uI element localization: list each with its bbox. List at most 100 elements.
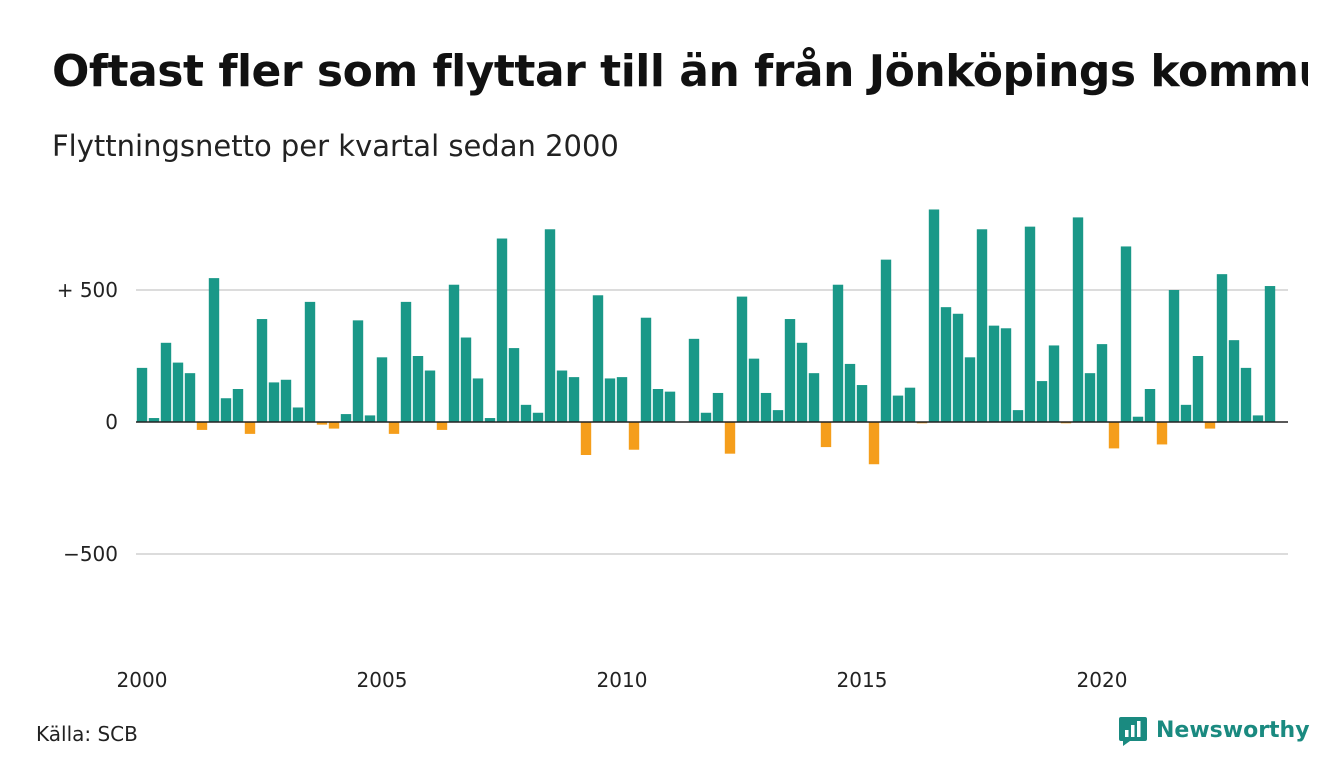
bar-2006-Q3 (448, 284, 460, 422)
bar-2012-Q2 (724, 422, 736, 454)
bar-2017-Q4 (988, 325, 1000, 422)
bar-2010-Q1 (616, 377, 628, 422)
x-tick-label: 2015 (837, 668, 888, 692)
bar-2012-Q1 (712, 392, 724, 422)
bar-2000-Q4 (172, 362, 184, 422)
bar-2015-Q3 (880, 259, 892, 422)
bar-2000-Q2 (148, 418, 160, 422)
bar-2006-Q4 (460, 337, 472, 422)
bar-2022-Q3 (1216, 274, 1228, 422)
y-tick-label: + 500 (57, 278, 118, 302)
bar-2001-Q1 (184, 373, 196, 422)
bar-2004-Q3 (352, 320, 364, 422)
bar-2011-Q1 (664, 391, 676, 422)
x-tick-label: 2000 (117, 668, 168, 692)
bar-chart: + 500 0 −500 2000 2005 2010 2015 2020 (57, 209, 1288, 692)
bar-2005-Q2 (388, 422, 400, 434)
bar-2018-Q4 (1036, 381, 1048, 422)
bar-2002-Q1 (232, 389, 244, 422)
bar-2022-Q1 (1192, 356, 1204, 422)
bar-2008-Q1 (520, 404, 532, 422)
bar-2001-Q3 (208, 278, 220, 422)
bar-2002-Q2 (244, 422, 256, 434)
x-tick-label: 2010 (597, 668, 648, 692)
bar-2016-Q4 (940, 307, 952, 422)
bar-2014-Q3 (832, 284, 844, 422)
y-tick-labels: + 500 0 −500 (57, 278, 118, 566)
bar-2020-Q1 (1096, 344, 1108, 422)
bar-2018-Q3 (1024, 226, 1036, 422)
newsworthy-brand[interactable]: Newsworthy (1118, 714, 1310, 748)
grid-lines (136, 289, 1288, 555)
bar-2020-Q2 (1108, 422, 1120, 449)
bar-2006-Q2 (436, 422, 448, 430)
bar-2000-Q3 (160, 342, 172, 422)
bar-2002-Q4 (268, 382, 280, 422)
bar-2008-Q3 (544, 229, 556, 422)
bar-2023-Q3 (1264, 286, 1276, 422)
bar-2008-Q2 (532, 412, 544, 422)
bar-2010-Q2 (628, 422, 640, 450)
source-note: Källa: SCB (36, 722, 138, 746)
bar-2014-Q2 (820, 422, 832, 448)
chart-subtitle: Flyttningsnetto per kvartal sedan 2000 (52, 129, 619, 163)
bars (136, 209, 1276, 465)
bar-2013-Q3 (784, 319, 796, 422)
bar-2022-Q2 (1204, 422, 1216, 429)
bar-2013-Q1 (760, 392, 772, 422)
bar-2015-Q1 (856, 385, 868, 422)
bar-2017-Q2 (964, 357, 976, 422)
brand-name: Newsworthy (1156, 718, 1310, 743)
bar-2017-Q3 (976, 229, 988, 422)
bar-2020-Q4 (1132, 416, 1144, 422)
bar-2007-Q2 (484, 418, 496, 422)
chart-title: Oftast fler som flyttar till än från Jön… (52, 46, 1308, 97)
bar-2006-Q1 (424, 370, 436, 422)
bar-2005-Q3 (400, 301, 412, 422)
bar-2009-Q4 (604, 378, 616, 422)
bar-2007-Q3 (496, 238, 508, 422)
bar-2012-Q4 (748, 358, 760, 422)
bar-2001-Q2 (196, 422, 208, 430)
bar-2010-Q4 (652, 389, 664, 422)
bar-2004-Q1 (328, 422, 340, 429)
bar-2018-Q2 (1012, 410, 1024, 422)
y-tick-label: −500 (63, 542, 118, 566)
bar-2019-Q4 (1084, 373, 1096, 422)
bar-2003-Q1 (280, 379, 292, 422)
bar-2007-Q4 (508, 348, 520, 422)
bar-2021-Q3 (1168, 290, 1180, 422)
x-tick-label: 2020 (1077, 668, 1128, 692)
y-tick-label: 0 (105, 410, 118, 434)
bar-2011-Q3 (688, 338, 700, 422)
bar-2021-Q2 (1156, 422, 1168, 445)
bar-2003-Q3 (304, 301, 316, 422)
bar-2015-Q2 (868, 422, 880, 465)
bar-2004-Q2 (340, 414, 352, 422)
bar-2009-Q3 (592, 295, 604, 422)
bar-2021-Q1 (1144, 389, 1156, 422)
bar-2010-Q3 (640, 317, 652, 422)
bar-2014-Q1 (808, 373, 820, 422)
bar-2004-Q4 (364, 415, 376, 422)
bar-2012-Q3 (736, 296, 748, 422)
bar-2009-Q2 (580, 422, 592, 455)
newsworthy-logo-icon (1119, 717, 1147, 746)
bar-2000-Q1 (136, 367, 148, 422)
x-tick-label: 2005 (357, 668, 408, 692)
bar-2014-Q4 (844, 363, 856, 422)
bar-2020-Q3 (1120, 246, 1132, 422)
x-tick-labels: 2000 2005 2010 2015 2020 (117, 668, 1128, 692)
bar-2021-Q4 (1180, 404, 1192, 422)
bar-2011-Q4 (700, 412, 712, 422)
bar-2005-Q4 (412, 356, 424, 422)
bar-2001-Q4 (220, 398, 232, 422)
bar-2019-Q1 (1048, 345, 1060, 422)
bar-2007-Q1 (472, 378, 484, 422)
bar-2005-Q1 (376, 357, 388, 422)
bar-2013-Q4 (796, 342, 808, 422)
bar-2015-Q4 (892, 395, 904, 422)
bar-2023-Q1 (1240, 367, 1252, 422)
bar-2002-Q3 (256, 319, 268, 422)
bar-2003-Q2 (292, 407, 304, 422)
